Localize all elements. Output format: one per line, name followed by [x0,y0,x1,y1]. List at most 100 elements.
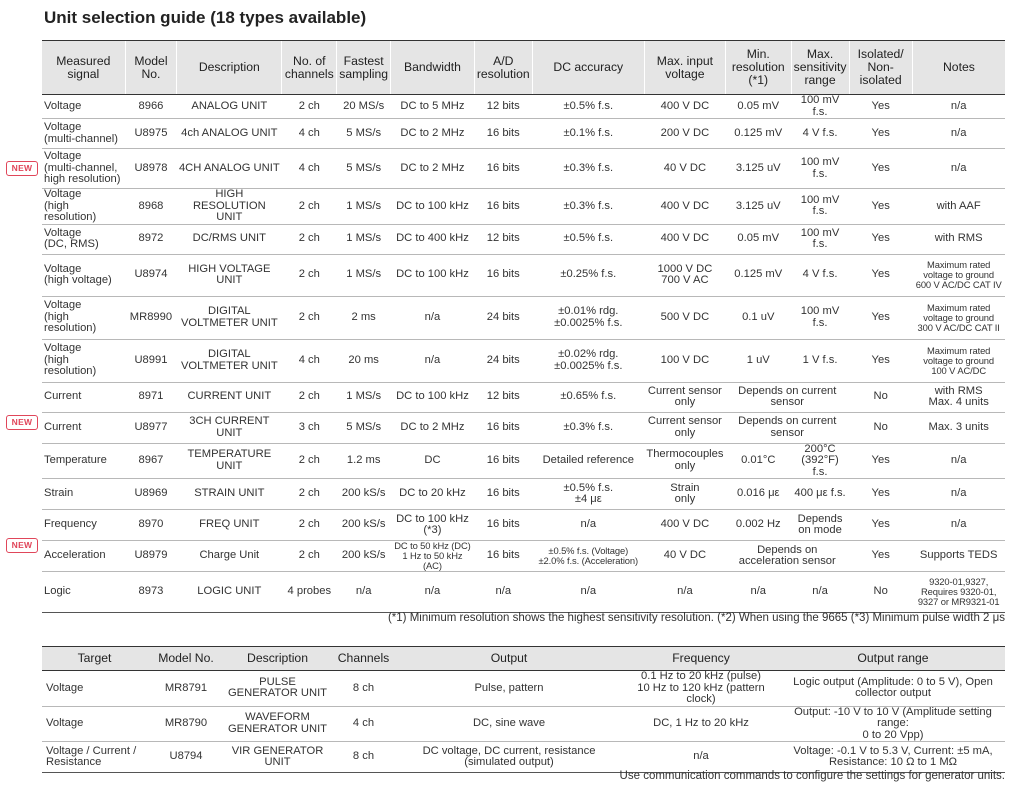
table-row: Voltage (high resolution) MR8990 DIGITAL… [42,296,1005,340]
cell-signal: Voltage [42,94,126,119]
cell-isolated: Yes [849,94,913,119]
cell-frequency: 0.1 Hz to 20 kHz (pulse) 10 Hz to 120 kH… [621,670,781,707]
cell-min-resolution: 0.125 mV [725,254,792,297]
cell-max-input: 100 V DC [644,339,726,383]
cell-target: Voltage [42,670,147,707]
cell-bandwidth: n/a [390,571,475,613]
cell-bandwidth: DC to 100 kHz (*3) [390,509,475,541]
cell-description: DIGITAL VOLTMETER UNIT [176,296,282,340]
cell-channels: 4 ch [281,148,337,189]
cell-notes: n/a [912,509,1005,541]
cell-sampling: 200 kS/s [336,478,391,510]
cell-ad: 24 bits [474,339,533,383]
cell-signal: Voltage (high resolution) [42,339,126,383]
gens-header-row: Target Model No. Description Channels Ou… [42,646,1005,671]
table-row: Frequency 8970 FREQ UNIT 2 ch 200 kS/s D… [42,509,1005,541]
cell-sampling: 5 MS/s [336,412,391,444]
cell-notes: n/a [912,94,1005,119]
cell-signal: Voltage (multi-channel) [42,118,126,149]
table-row: Voltage (high resolution) 8968 HIGH RESO… [42,188,1005,225]
cell-accuracy: n/a [532,509,645,541]
header-isolated: Isolated/ Non- isolated [848,40,913,95]
cell-sampling: 5 MS/s [336,118,391,149]
cell-description: DC/RMS UNIT [176,224,282,255]
cell-signal: Strain [42,478,126,510]
units-footnote: (*1) Minimum resolution shows the highes… [387,612,1005,624]
cell-sensitivity: 100 mV f.s. [791,224,850,255]
cell-accuracy: ±0.65% f.s. [532,382,645,413]
cell-frequency: DC, 1 Hz to 20 kHz [621,706,781,742]
table-row: Temperature 8967 TEMPERATURE UNIT 2 ch 1… [42,443,1005,479]
cell-signal: Current [42,412,126,444]
cell-bandwidth: DC to 2 MHz [390,412,475,444]
cell-accuracy: ±0.02% rdg. ±0.0025% f.s. [532,339,645,383]
cell-channels: 8 ch [330,741,397,773]
cell-min-resolution: 3.125 uV [725,188,792,225]
header-min-resolution: Min. resolution (*1) [724,40,792,95]
cell-signal: Voltage (high voltage) [42,254,126,297]
cell-max-input: 500 V DC [644,296,726,340]
cell-ad: 16 bits [474,509,533,541]
cell-description: HIGH VOLTAGE UNIT [176,254,282,297]
table-row: Voltage (DC, RMS) 8972 DC/RMS UNIT 2 ch … [42,224,1005,255]
cell-bandwidth: n/a [390,296,475,340]
cell-output-range: Voltage: -0.1 V to 5.3 V, Current: ±5 mA… [781,741,1005,773]
cell-max-input: Strain only [644,478,726,510]
cell-sensitivity: 1 V f.s. [791,339,850,383]
cell-bandwidth: DC to 5 MHz [390,94,475,119]
cell-min-resolution: Depends on current sensor [725,382,850,413]
header-ad-resolution: A/D resolution [473,40,533,95]
cell-min-resolution: Depends on acceleration sensor [725,540,850,572]
cell-output-range: Output: -10 V to 10 V (Amplitude setting… [781,706,1005,742]
header-measured-signal: Measured signal [42,40,126,95]
cell-description: PULSE GENERATOR UNIT [225,670,330,707]
cell-description: CURRENT UNIT [176,382,282,413]
cell-target: Voltage [42,706,147,742]
table-row: Current 8971 CURRENT UNIT 2 ch 1 MS/s DC… [42,382,1005,413]
cell-isolated: Yes [849,478,913,510]
cell-sampling: 2 ms [336,296,391,340]
cell-frequency: n/a [621,741,781,773]
cell-channels: 8 ch [330,670,397,707]
table-row: Strain U8969 STRAIN UNIT 2 ch 200 kS/s D… [42,478,1005,510]
cell-max-input: 400 V DC [644,224,726,255]
cell-channels: 3 ch [281,412,337,444]
cell-output: Pulse, pattern [397,670,621,707]
cell-sampling: 1 MS/s [336,188,391,225]
cell-accuracy: ±0.3% f.s. [532,188,645,225]
cell-channels: 2 ch [281,478,337,510]
cell-model: 8973 [125,571,177,613]
cell-accuracy: ±0.5% f.s. (Voltage) ±2.0% f.s. (Acceler… [532,540,645,572]
cell-notes: n/a [912,118,1005,149]
cell-notes: Maximum rated voltage to ground 600 V AC… [912,254,1005,297]
header-channels: No. of channels [281,40,337,95]
cell-sampling: 200 kS/s [336,509,391,541]
cell-model: MR8791 [147,670,225,707]
cell-model: U8975 [125,118,177,149]
cell-accuracy: ±0.01% rdg. ±0.0025% f.s. [532,296,645,340]
cell-max-input: n/a [644,571,726,613]
cell-description: 4CH ANALOG UNIT [176,148,282,189]
cell-isolated: Yes [849,188,913,225]
cell-bandwidth: DC [390,443,475,479]
cell-min-resolution: 0.125 mV [725,118,792,149]
cell-ad: 16 bits [474,412,533,444]
cell-model: U8794 [147,741,225,773]
header-output-range: Output range [781,646,1005,671]
cell-model: 8968 [125,188,177,225]
cell-accuracy: ±0.25% f.s. [532,254,645,297]
unit-selection-table: Measured signal Model No. Description No… [42,40,1005,613]
cell-output: DC voltage, DC current, resistance (simu… [397,741,621,773]
cell-notes: n/a [912,443,1005,479]
cell-ad: 12 bits [474,382,533,413]
cell-bandwidth: DC to 400 kHz [390,224,475,255]
cell-ad: 24 bits [474,296,533,340]
cell-signal: Current [42,382,126,413]
cell-sampling: 5 MS/s [336,148,391,189]
cell-accuracy: ±0.3% f.s. [532,412,645,444]
cell-sensitivity: Depends on mode [791,509,850,541]
cell-notes: n/a [912,478,1005,510]
cell-channels: 2 ch [281,224,337,255]
header-max-sensitivity-range: Max. sensitivity range [790,40,850,95]
cell-description: Charge Unit [176,540,282,572]
